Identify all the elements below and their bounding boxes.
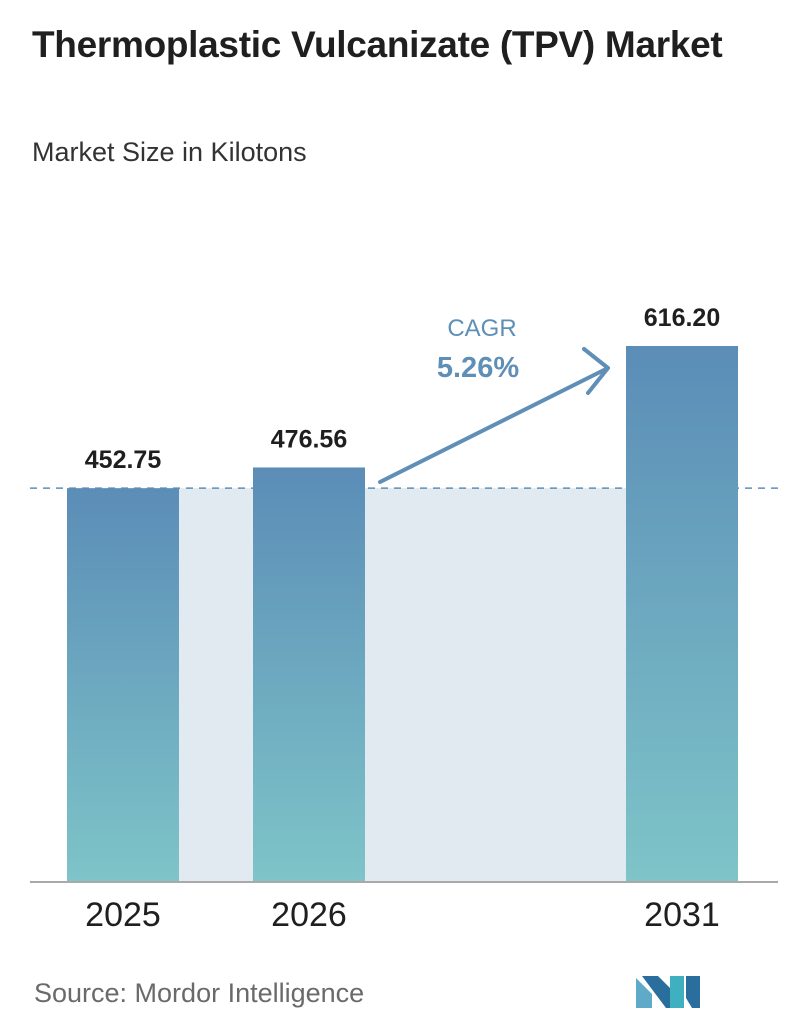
chart-title: Thermoplastic Vulcanizate (TPV) Market <box>32 24 723 65</box>
x-tick-label-2026: 2026 <box>271 896 347 934</box>
bar-2031 <box>626 346 738 882</box>
cagr-value: 5.26% <box>437 352 519 384</box>
data-label-2026: 476.56 <box>271 425 347 453</box>
source-text: Source: Mordor Intelligence <box>34 978 365 1008</box>
bar-2026 <box>253 467 365 882</box>
mordor-intelligence-logo-icon <box>636 976 700 1008</box>
bar-2025 <box>67 488 179 882</box>
cagr-label: CAGR <box>447 315 516 342</box>
x-tick-label-2025: 2025 <box>85 896 161 934</box>
x-tick-label-2031: 2031 <box>644 896 720 934</box>
cagr-arrow-icon <box>378 347 610 484</box>
data-label-2031: 616.20 <box>644 304 720 332</box>
chart-subtitle: Market Size in Kilotons <box>32 137 307 167</box>
bar-chart: 452.75 2025 476.56 2026 616.20 2031 CAGR 5.26… <box>30 304 778 934</box>
data-label-2025: 452.75 <box>85 446 162 474</box>
